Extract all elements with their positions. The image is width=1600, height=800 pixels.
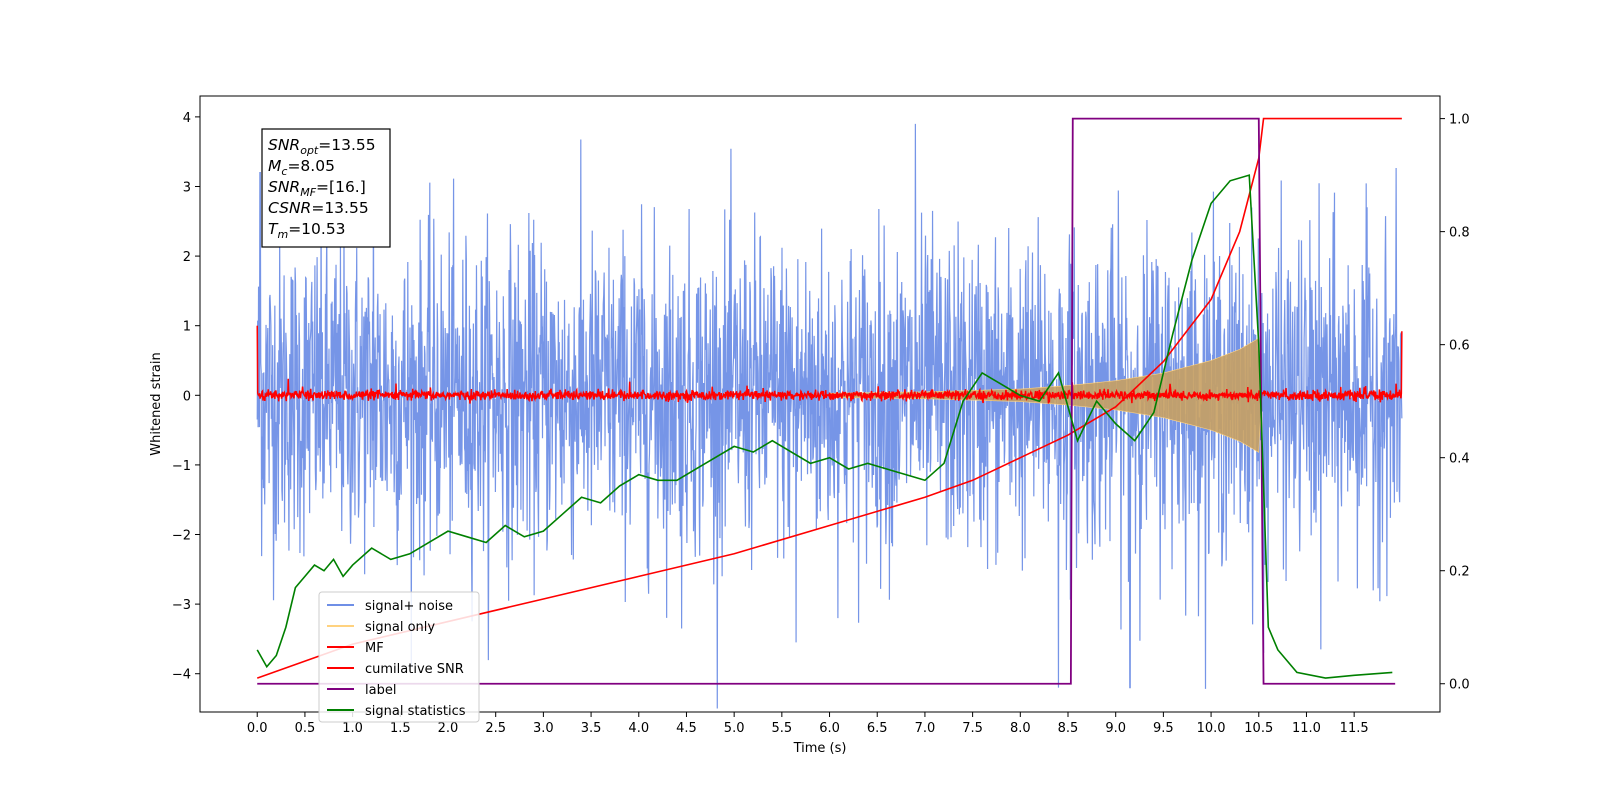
- y-axis-left: −4 −3 −2 −1 0 1 2 3 4: [172, 111, 200, 683]
- x-tick-label: 11.5: [1340, 721, 1369, 736]
- series-label: [257, 117, 1396, 685]
- legend-entry: MF: [365, 641, 384, 656]
- y2-tick-label: 1.0: [1449, 113, 1470, 128]
- x-tick-label: 2.0: [438, 721, 459, 736]
- x-tick-label: 11.0: [1292, 721, 1321, 736]
- legend-entry: label: [365, 683, 396, 698]
- x-tick-label: 3.0: [533, 721, 554, 736]
- y-tick-label: 4: [183, 111, 191, 126]
- annotation-line: Tm=10.53: [268, 220, 346, 241]
- annotation-symbol: T: [268, 220, 279, 238]
- x-tick-label: 1.5: [390, 721, 411, 736]
- annotation-value: =10.53: [288, 220, 345, 238]
- annotation-subscript: MF: [300, 186, 316, 199]
- x-tick-label: 4.5: [676, 721, 697, 736]
- y2-tick-label: 0.8: [1449, 226, 1470, 241]
- legend-entry: signal only: [365, 620, 435, 635]
- legend-entry: signal statistics: [365, 704, 466, 719]
- series-signal-statistics: [256, 174, 1393, 679]
- y-tick-label: 3: [183, 180, 191, 195]
- x-axis: 0.0 0.5 1.0 1.5 2.0 2.5 3.0 3.5 4.0 4.5 5.0 5.5 6.0 6…: [247, 712, 1369, 736]
- annotation-subscript: opt: [300, 144, 319, 157]
- legend-entry: cumilative SNR: [365, 662, 464, 677]
- y-tick-label: −1: [172, 459, 191, 474]
- plot-frame: [199, 95, 1441, 713]
- x-tick-label: 1.0: [342, 721, 363, 736]
- x-tick-label: 10.5: [1244, 721, 1273, 736]
- series-mf: [256, 325, 1403, 404]
- x-tick-label: 0.0: [247, 721, 268, 736]
- legend-frame: [318, 591, 480, 723]
- y2-tick-label: 0.6: [1449, 339, 1470, 354]
- annotation-symbol: M: [268, 157, 281, 175]
- legend: signal+ noise signal only MF cumilative SNR…: [318, 591, 480, 723]
- x-tick-label: 9.0: [1105, 721, 1126, 736]
- annotation-line: Mc=8.05: [268, 157, 335, 178]
- y-tick-label: 2: [183, 250, 191, 265]
- annotation-value: =[16.]: [316, 178, 366, 196]
- x-tick-label: 4.0: [628, 721, 649, 736]
- x-tick-label: 3.5: [581, 721, 602, 736]
- y2-tick-label: 0.2: [1449, 565, 1470, 580]
- y2-tick-label: 0.0: [1449, 678, 1470, 693]
- x-tick-label: 8.5: [1058, 721, 1079, 736]
- x-tick-label: 9.5: [1153, 721, 1174, 736]
- annotation-frame: [261, 128, 391, 248]
- x-tick-label: 2.5: [485, 721, 506, 736]
- x-tick-label: 7.5: [962, 721, 983, 736]
- annotation-line: SNRopt=13.55: [268, 136, 376, 157]
- annotation-value: =8.05: [287, 157, 335, 175]
- annotation-value: =13.55: [318, 136, 375, 154]
- x-tick-label: 5.5: [772, 721, 793, 736]
- x-tick-label: 6.5: [867, 721, 888, 736]
- annotation-subscript: c: [281, 165, 287, 178]
- annotation-symbol: SNR: [268, 136, 300, 154]
- annotation-subscript: m: [277, 228, 288, 241]
- x-axis-label: Time (s): [793, 741, 847, 756]
- x-tick-label: 8.0: [1010, 721, 1031, 736]
- y-tick-label: −3: [172, 598, 191, 613]
- annotation-box: SNRopt=13.55Mc=8.05SNRMF=[16.]CSNR=13.55…: [261, 128, 391, 248]
- y-tick-label: 1: [183, 320, 191, 335]
- annotation-symbol: SNR: [268, 178, 300, 196]
- x-tick-label: 6.0: [819, 721, 840, 736]
- legend-entry: signal+ noise: [365, 599, 453, 614]
- annotation-line: SNRMF=[16.]: [268, 178, 366, 199]
- x-tick-label: 7.0: [915, 721, 936, 736]
- annotation-value: =13.55: [311, 199, 368, 217]
- y-tick-label: 0: [183, 389, 191, 404]
- x-tick-label: 5.0: [724, 721, 745, 736]
- y-axis-label: Whitened strain: [149, 352, 164, 455]
- x-tick-label: 0.5: [295, 721, 316, 736]
- x-tick-label: 10.0: [1197, 721, 1226, 736]
- annotation-symbol: CSNR: [268, 199, 311, 217]
- y-axis-right: 0.0 0.2 0.4 0.6 0.8 1.0: [1440, 113, 1470, 693]
- y2-tick-label: 0.4: [1449, 452, 1470, 467]
- y-tick-label: −2: [172, 529, 191, 544]
- y-tick-label: −4: [172, 668, 191, 683]
- annotation-line: CSNR=13.55: [268, 199, 369, 217]
